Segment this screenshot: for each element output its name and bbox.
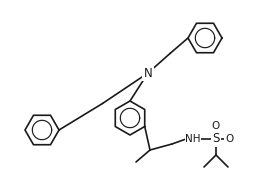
Text: O: O (212, 121, 220, 131)
Text: O: O (225, 134, 233, 144)
Text: S: S (212, 133, 220, 145)
Text: N: N (144, 67, 152, 79)
Text: NH: NH (185, 134, 201, 144)
